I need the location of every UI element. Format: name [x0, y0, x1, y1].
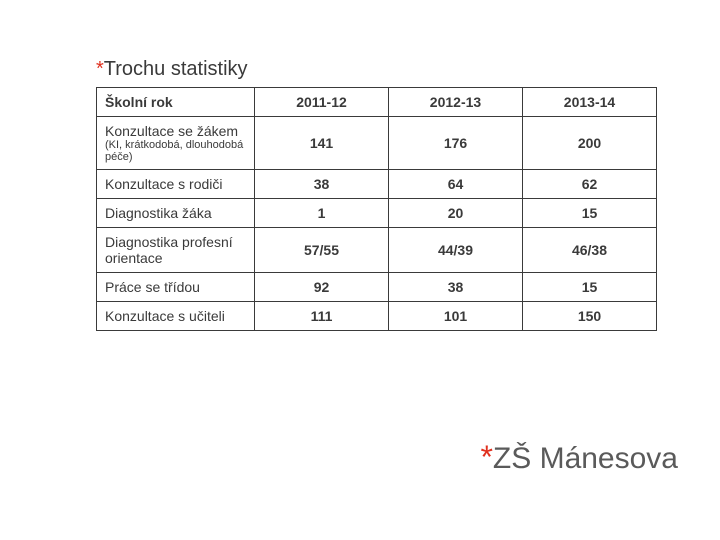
row-label-cell: Konzultace s učiteli: [97, 302, 255, 331]
table-row: Diagnostika žáka 1 20 15: [97, 199, 657, 228]
row-label: Diagnostika žáka: [105, 205, 212, 221]
title-text: Trochu statistiky: [104, 58, 248, 80]
row-sublabel: (KI, krátkodobá, dlouhodobá péče): [105, 139, 246, 163]
data-cell: 64: [389, 170, 523, 199]
data-cell: 141: [255, 117, 389, 170]
table-row: Diagnostika profesní orientace 57/55 44/…: [97, 228, 657, 273]
row-label-cell: Diagnostika profesní orientace: [97, 228, 255, 273]
data-cell: 62: [523, 170, 657, 199]
table-row: Konzultace s učiteli 111 101 150: [97, 302, 657, 331]
row-label: Konzultace se žákem: [105, 123, 238, 139]
data-cell: 92: [255, 273, 389, 302]
row-label-cell: Konzultace se žákem (KI, krátkodobá, dlo…: [97, 117, 255, 170]
slide-content: *Trochu statistiky Školní rok 2011-12 20…: [0, 0, 720, 331]
row-label-cell: Diagnostika žáka: [97, 199, 255, 228]
row-label-cell: Konzultace s rodiči: [97, 170, 255, 199]
slide-title: *Trochu statistiky: [96, 58, 662, 81]
row-label-cell: Práce se třídou: [97, 273, 255, 302]
data-cell: 200: [523, 117, 657, 170]
data-cell: 150: [523, 302, 657, 331]
table-row: Konzultace s rodiči 38 64 62: [97, 170, 657, 199]
data-cell: 38: [255, 170, 389, 199]
data-cell: 1: [255, 199, 389, 228]
data-cell: 15: [523, 273, 657, 302]
row-label: Práce se třídou: [105, 279, 200, 295]
data-cell: 111: [255, 302, 389, 331]
header-cell: Školní rok: [97, 88, 255, 117]
data-cell: 176: [389, 117, 523, 170]
title-asterisk: *: [96, 58, 104, 80]
slide-footer: *ZŠ Mánesova: [480, 439, 678, 476]
footer-asterisk: *: [480, 439, 492, 475]
data-cell: 20: [389, 199, 523, 228]
table-row: Práce se třídou 92 38 15: [97, 273, 657, 302]
data-cell: 57/55: [255, 228, 389, 273]
stats-table: Školní rok 2011-12 2012-13 2013-14 Konzu…: [96, 87, 657, 331]
data-cell: 46/38: [523, 228, 657, 273]
row-label: Konzultace s učiteli: [105, 308, 225, 324]
row-label: Diagnostika profesní orientace: [105, 234, 233, 266]
header-cell: 2013-14: [523, 88, 657, 117]
data-cell: 44/39: [389, 228, 523, 273]
data-cell: 38: [389, 273, 523, 302]
data-cell: 101: [389, 302, 523, 331]
footer-text: ZŠ Mánesova: [493, 442, 678, 475]
header-cell: 2012-13: [389, 88, 523, 117]
table-row: Konzultace se žákem (KI, krátkodobá, dlo…: [97, 117, 657, 170]
data-cell: 15: [523, 199, 657, 228]
table-header-row: Školní rok 2011-12 2012-13 2013-14: [97, 88, 657, 117]
row-label: Konzultace s rodiči: [105, 176, 223, 192]
header-cell: 2011-12: [255, 88, 389, 117]
